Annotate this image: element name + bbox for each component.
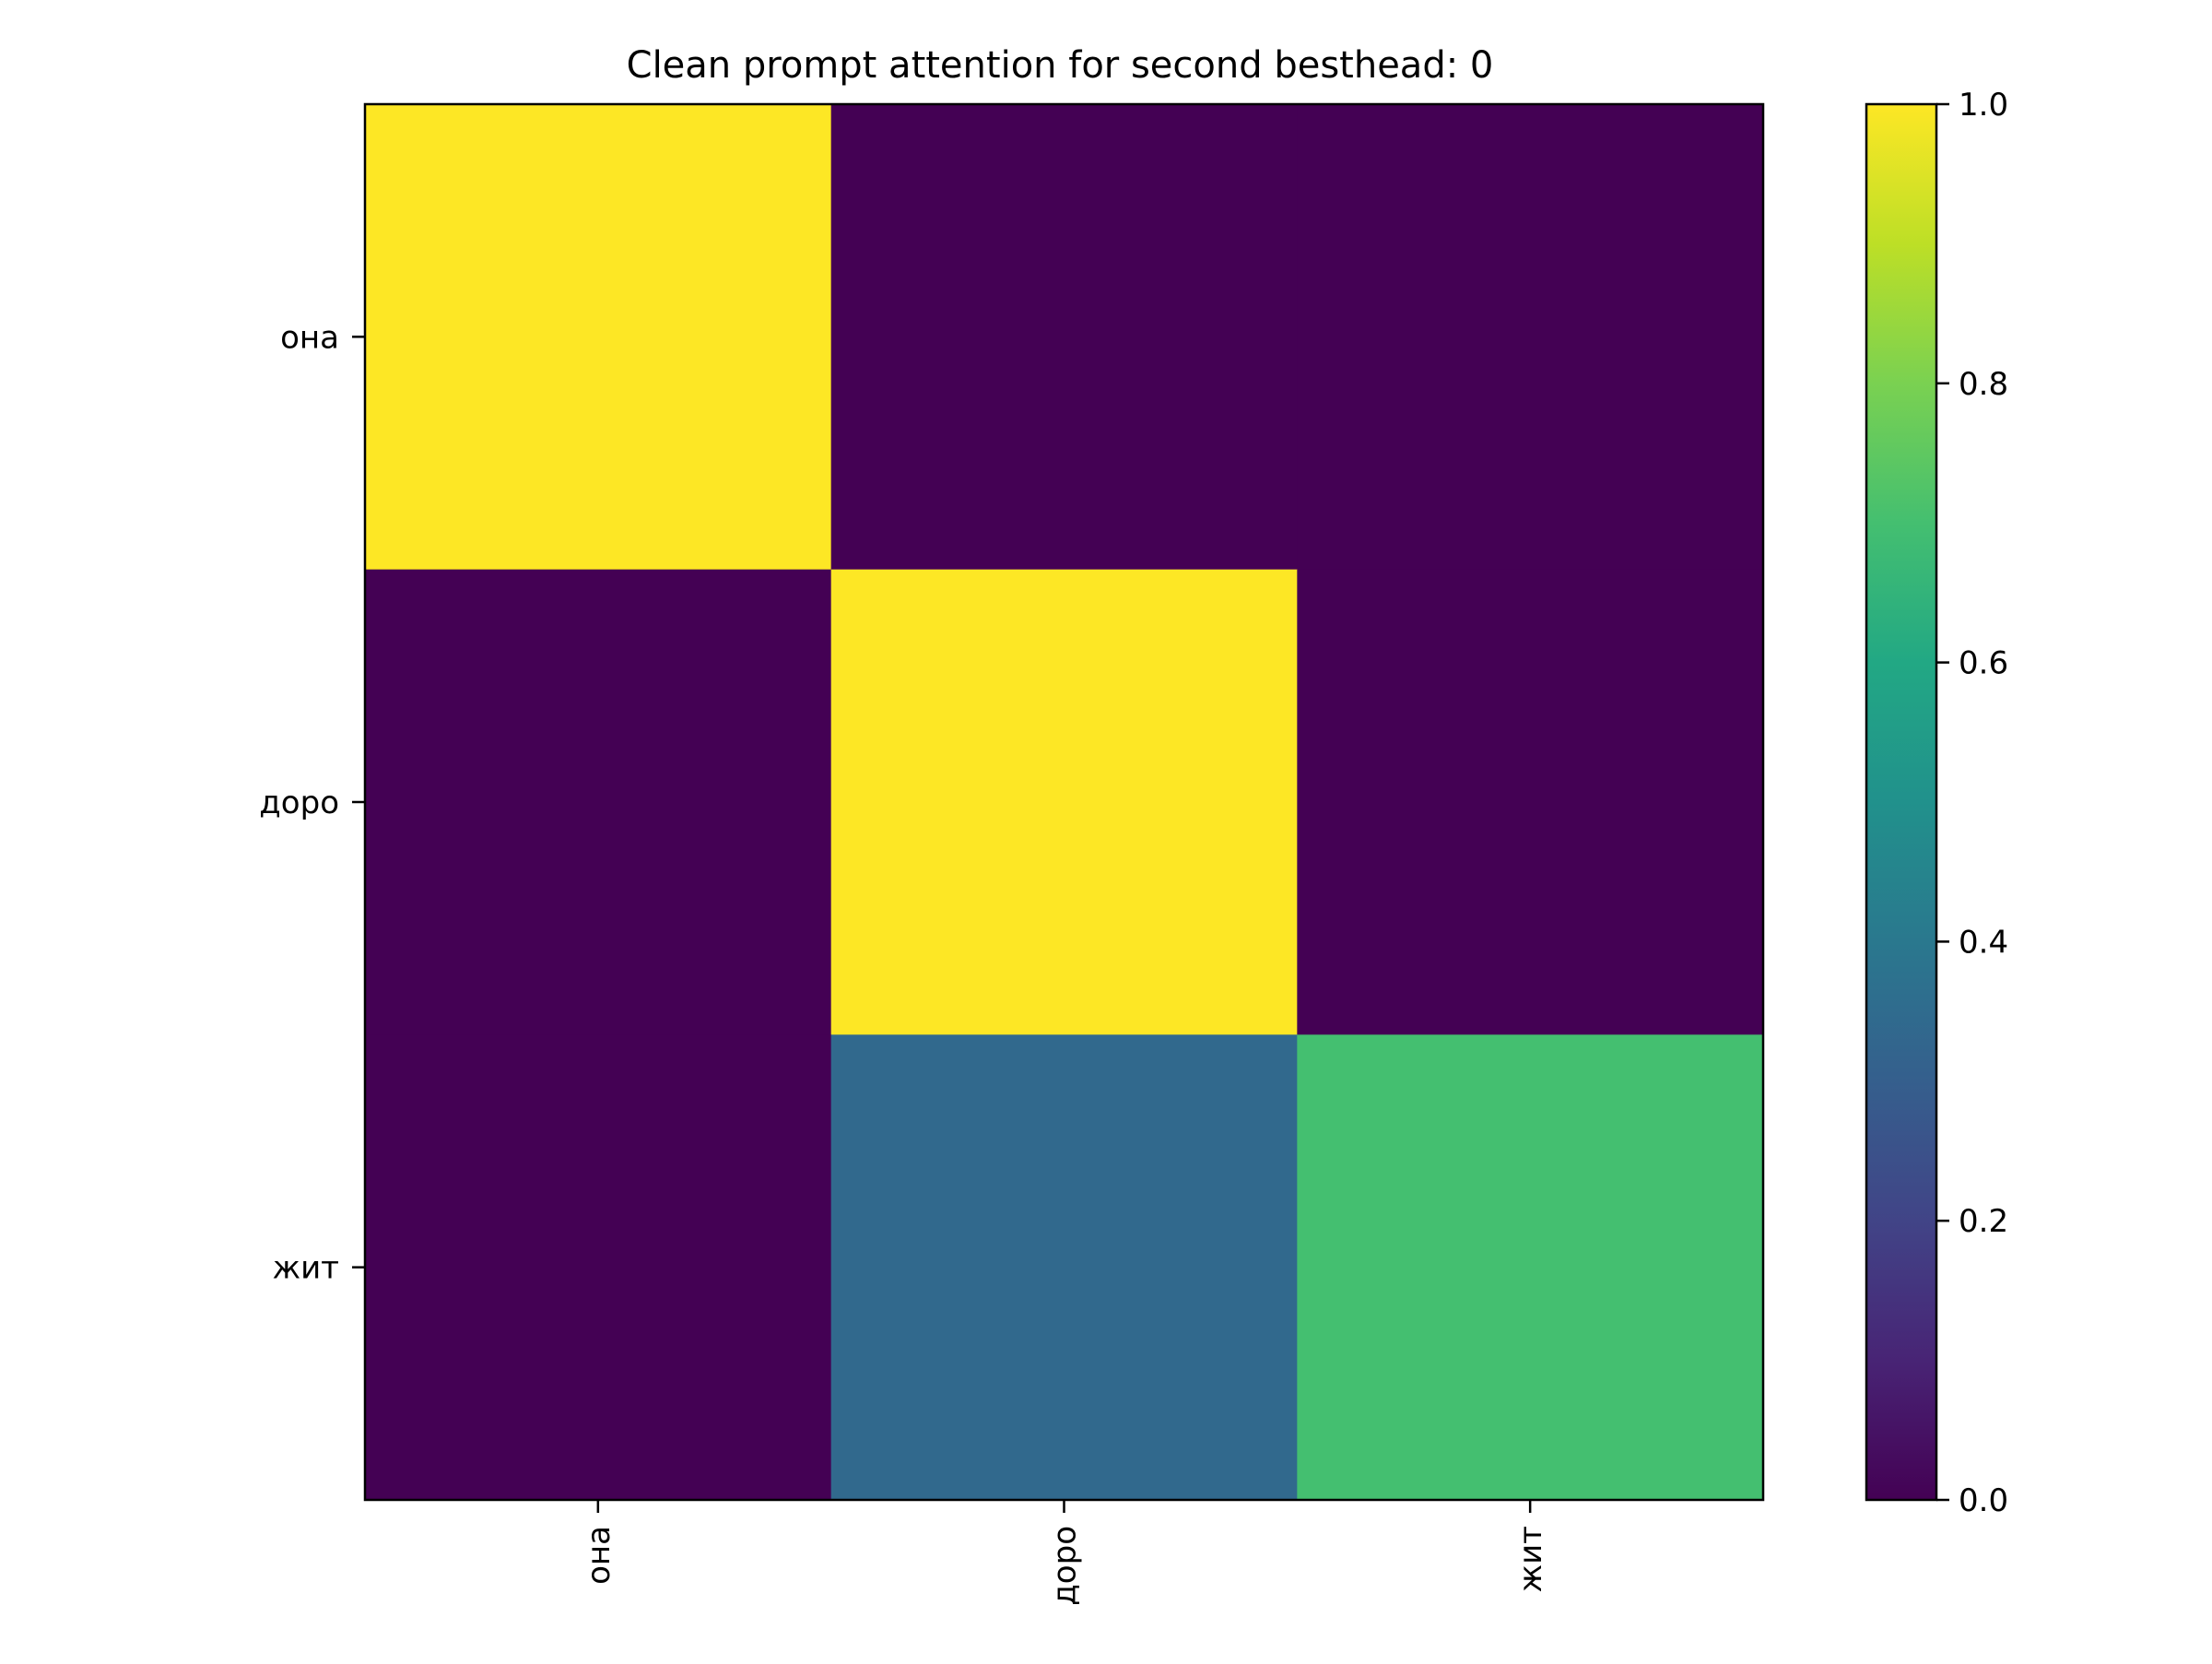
heatmap-cell [1297,1034,1764,1501]
heatmap-cell [1297,104,1764,571]
heatmap-cell [830,569,1298,1035]
x-tick-label: она [581,1526,618,1585]
colorbar-axis: 0.0 0.2 0.4 0.6 0.8 1.0 [1936,87,2008,1519]
y-tick-label: доро [259,785,339,821]
colorbar-tick-label: 0.6 [1959,645,2008,682]
chart-title: Clean prompt attention for second besthe… [627,44,1494,87]
colorbar [1865,102,1938,1502]
heatmap-cell [830,104,1298,571]
heatmap-cells [365,104,1764,1501]
x-tick-label: жит [1512,1526,1549,1593]
x-tick-label: доро [1047,1526,1084,1606]
y-tick-label: она [280,319,339,356]
colorbar-tick-label: 0.8 [1959,366,2008,403]
colorbar-tick-label: 0.2 [1959,1203,2008,1240]
colorbar-tick-label: 0.4 [1959,924,2008,961]
x-axis: она доро жит [581,1500,1549,1606]
heatmap-cell [365,569,832,1035]
colorbar-tick-label: 0.0 [1959,1482,2008,1519]
colorbar-tick-label: 1.0 [1959,87,2008,124]
y-tick-label: жит [272,1250,339,1287]
heatmap-cell [365,104,832,571]
heatmap-cell [1297,569,1764,1035]
heatmap-cell [365,1034,832,1501]
y-axis: она доро жит [259,319,365,1287]
heatmap-cell [830,1034,1298,1501]
